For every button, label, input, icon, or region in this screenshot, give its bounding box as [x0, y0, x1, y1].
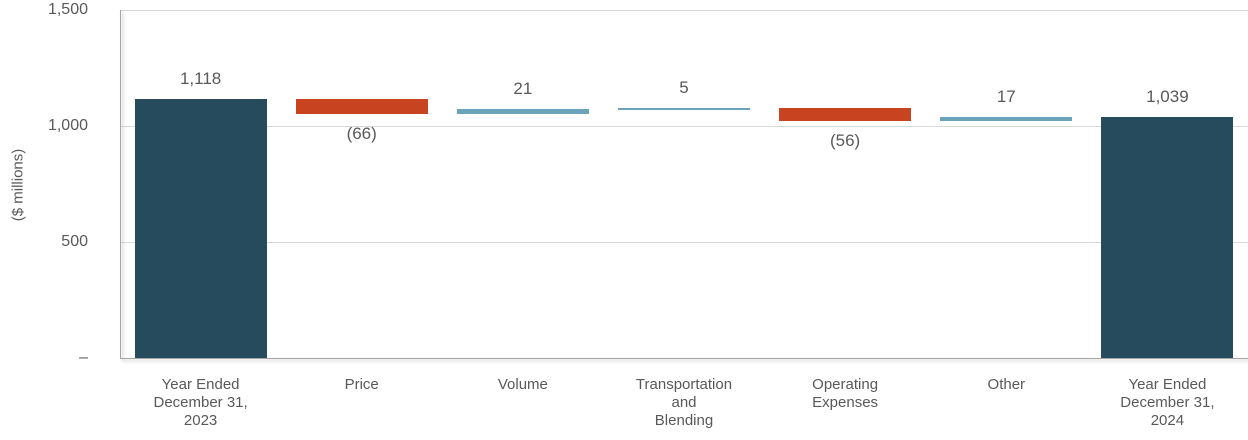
category-label: Volume [497, 376, 548, 393]
category-label: Year Ended December 31, 2024 [1120, 376, 1215, 429]
category-label: Other [987, 376, 1026, 393]
y-tick-label: 500 [61, 233, 88, 250]
waterfall-bar [779, 107, 912, 121]
category-label: Transportation and Blending [635, 376, 733, 429]
waterfall-bar [134, 98, 267, 358]
waterfall-bar [1101, 117, 1234, 358]
bar-value-label: 21 [513, 79, 533, 99]
bar-value-label: 17 [996, 87, 1016, 106]
bar-value-label: (66) [346, 123, 377, 143]
y-axis-line [120, 10, 121, 358]
bar-value-label: 5 [679, 77, 689, 97]
y-tick-label: 1,500 [47, 1, 88, 18]
gridline [120, 10, 1248, 11]
y-tick-label: – [79, 349, 88, 366]
x-axis-line [120, 358, 1248, 359]
y-axis-title: ($ millions) [9, 148, 27, 222]
waterfall-bar [940, 117, 1073, 121]
y-tick-label: 1,000 [47, 117, 88, 134]
bar-value-label: (56) [829, 130, 861, 150]
waterfall-bar [618, 107, 750, 110]
category-label: Price [344, 376, 379, 393]
gridline [120, 242, 1248, 243]
category-label: Operating Expenses [812, 376, 879, 411]
category-label: Year Ended December 31, 2023 [153, 376, 248, 429]
gridline [120, 126, 1248, 127]
waterfall-bar [456, 109, 589, 114]
bar-value-label: 1,039 [1146, 87, 1189, 106]
bar-value-label: 1,118 [179, 68, 222, 88]
waterfall-bar [295, 98, 428, 114]
